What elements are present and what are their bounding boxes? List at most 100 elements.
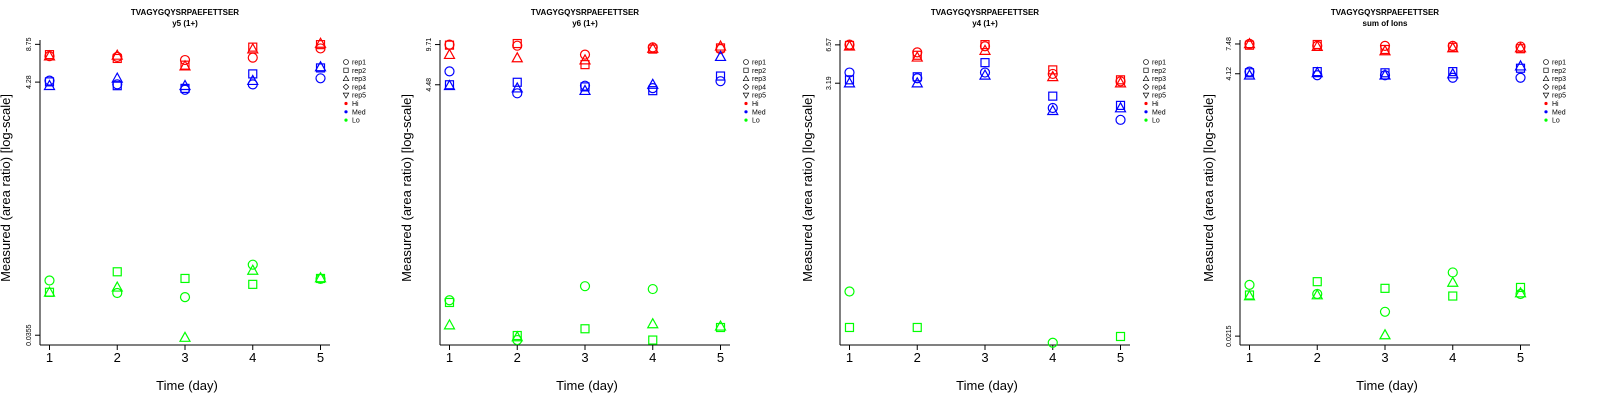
data-point-hi-rep2 [648, 44, 658, 54]
data-point-hi-rep3 [714, 39, 727, 51]
data-point-lo-rep3 [714, 319, 727, 331]
data-point-med-rep3 [246, 74, 259, 86]
chart-panel-y4: TVAGYGQYSRPAEFETTSER y4 (1+) Measured (a… [800, 8, 1166, 393]
legend-dot-med [744, 110, 748, 114]
chart-panel-y5: TVAGYGQYSRPAEFETTSER y5 (1+) Measured (a… [0, 8, 366, 393]
data-point-med-rep3 [314, 60, 327, 72]
data-point-hi-rep3 [1514, 41, 1527, 53]
data-point-hi-rep2 [1048, 65, 1058, 75]
data-point-hi-rep3 [911, 50, 924, 62]
data-point-hi-rep1 [579, 49, 591, 60]
y-tick-label: 9.71 [426, 38, 433, 52]
legend-item-rep1: rep1 [1543, 59, 1566, 67]
legend-marker-rep5 [342, 92, 350, 99]
legend-dot-lo [1544, 118, 1548, 122]
x-tick-label: 1 [46, 350, 53, 365]
legend-label: rep1 [1152, 60, 1166, 67]
legend-item-rep3: rep3 [1142, 75, 1166, 83]
x-tick-label: 5 [1517, 350, 1524, 365]
data-point-hi-rep3 [646, 42, 659, 53]
data-point-med-rep2 [512, 77, 522, 87]
chart-title: TVAGYGQYSRPAEFETTSER [131, 8, 239, 17]
legend-label: rep1 [752, 60, 766, 67]
data-point-lo-rep2 [180, 273, 190, 284]
data-point-lo-rep1 [844, 286, 855, 297]
data-point-med-rep3 [1446, 67, 1459, 79]
chart-title: TVAGYGQYSRPAEFETTSER [1331, 8, 1439, 17]
x-tick-label: 5 [717, 350, 724, 365]
legend-item-rep1: rep1 [343, 59, 366, 67]
y-axis-label: Measured (area ratio) [log-scale] [0, 94, 13, 282]
data-point-hi-rep3 [511, 51, 524, 63]
legend-item-rep5: rep5 [342, 92, 366, 100]
legend-marker-rep2 [743, 67, 749, 73]
x-tick-label: 5 [317, 350, 324, 365]
legend-label: rep4 [352, 84, 366, 91]
legend-marker-rep2 [1143, 67, 1149, 73]
legend-marker-rep1 [1143, 59, 1149, 65]
data-point-lo-rep3 [178, 331, 192, 342]
x-tick-label: 4 [249, 350, 256, 365]
x-tick-label: 4 [649, 350, 656, 365]
data-point-lo-rep2 [844, 322, 855, 333]
data-point-hi-rep3 [314, 37, 327, 48]
legend-item-lo: Lo [344, 118, 360, 125]
y-tick-label: 8.75 [26, 37, 33, 51]
legend-item-rep3: rep3 [1542, 75, 1566, 83]
legend-item-hi: Hi [744, 101, 759, 108]
data-point-med-rep2 [44, 77, 55, 87]
data-point-med-rep3 [1114, 101, 1127, 113]
data-point-med-rep2 [580, 82, 590, 92]
legend-label: rep4 [1552, 84, 1566, 91]
data-point-med-rep2 [648, 86, 658, 96]
data-point-med-rep1 [1515, 72, 1526, 83]
y-tick-label: 4.12 [1226, 67, 1233, 81]
legend-label: Hi [1152, 101, 1159, 108]
data-point-lo-rep3 [111, 280, 124, 292]
y-tick-label: 6.57 [826, 38, 833, 52]
data-point-lo-rep2 [315, 273, 326, 284]
data-point-med-rep2 [1244, 68, 1255, 78]
legend-item-rep4: rep4 [1142, 83, 1166, 91]
data-point-lo-rep3 [1243, 289, 1256, 301]
data-point-med-rep3 [1311, 66, 1324, 78]
data-point-med-rep3 [111, 71, 124, 83]
legend-item-rep2: rep2 [743, 67, 766, 75]
data-point-hi-rep1 [247, 52, 258, 63]
data-point-med-rep3 [178, 79, 192, 91]
data-point-hi-rep3 [1114, 76, 1127, 88]
legend-item-rep3: rep3 [342, 75, 366, 83]
data-point-lo-rep3 [246, 264, 259, 275]
data-point-med-rep1 [444, 66, 455, 77]
data-point-med-rep1 [1115, 114, 1126, 125]
legend-label: rep5 [1552, 93, 1566, 100]
data-point-hi-rep3 [1046, 70, 1059, 82]
data-point-med-rep3 [714, 50, 727, 62]
legend-label: rep2 [752, 68, 766, 75]
legend-dot-med [1144, 110, 1148, 114]
legend-dot-hi [744, 101, 748, 106]
x-tick-label: 3 [181, 350, 188, 365]
legend-label: rep3 [352, 76, 366, 83]
chart-panel-y6: TVAGYGQYSRPAEFETTSER y6 (1+) Measured (a… [399, 8, 766, 393]
data-point-hi-rep2 [1515, 44, 1526, 54]
x-axis-label: Time (day) [1356, 378, 1418, 393]
chart-panel-sum-of-ions: TVAGYGQYSRPAEFETTSER sum of Ions Measure… [1201, 8, 1566, 393]
data-point-med-rep1 [979, 67, 991, 78]
data-point-lo-rep2 [912, 322, 922, 333]
legend-item-rep2: rep2 [1543, 67, 1566, 75]
data-point-lo-rep2 [1380, 283, 1390, 293]
legend-item-med: Med [1144, 109, 1166, 116]
data-point-lo-rep2 [248, 279, 258, 289]
data-point-hi-rep3 [246, 42, 259, 54]
legend-item-hi: Hi [344, 101, 359, 108]
data-point-lo-rep3 [1311, 288, 1324, 300]
legend-label: Hi [752, 101, 759, 108]
y-tick-label: 0.0355 [26, 324, 33, 346]
legend-dot-lo [344, 118, 348, 122]
x-tick-label: 5 [1117, 350, 1124, 365]
data-point-hi-rep3 [978, 44, 992, 55]
legend-label: Med [752, 109, 766, 116]
data-point-lo-rep3 [43, 285, 56, 297]
y-tick-label: 0.0215 [1226, 325, 1233, 347]
